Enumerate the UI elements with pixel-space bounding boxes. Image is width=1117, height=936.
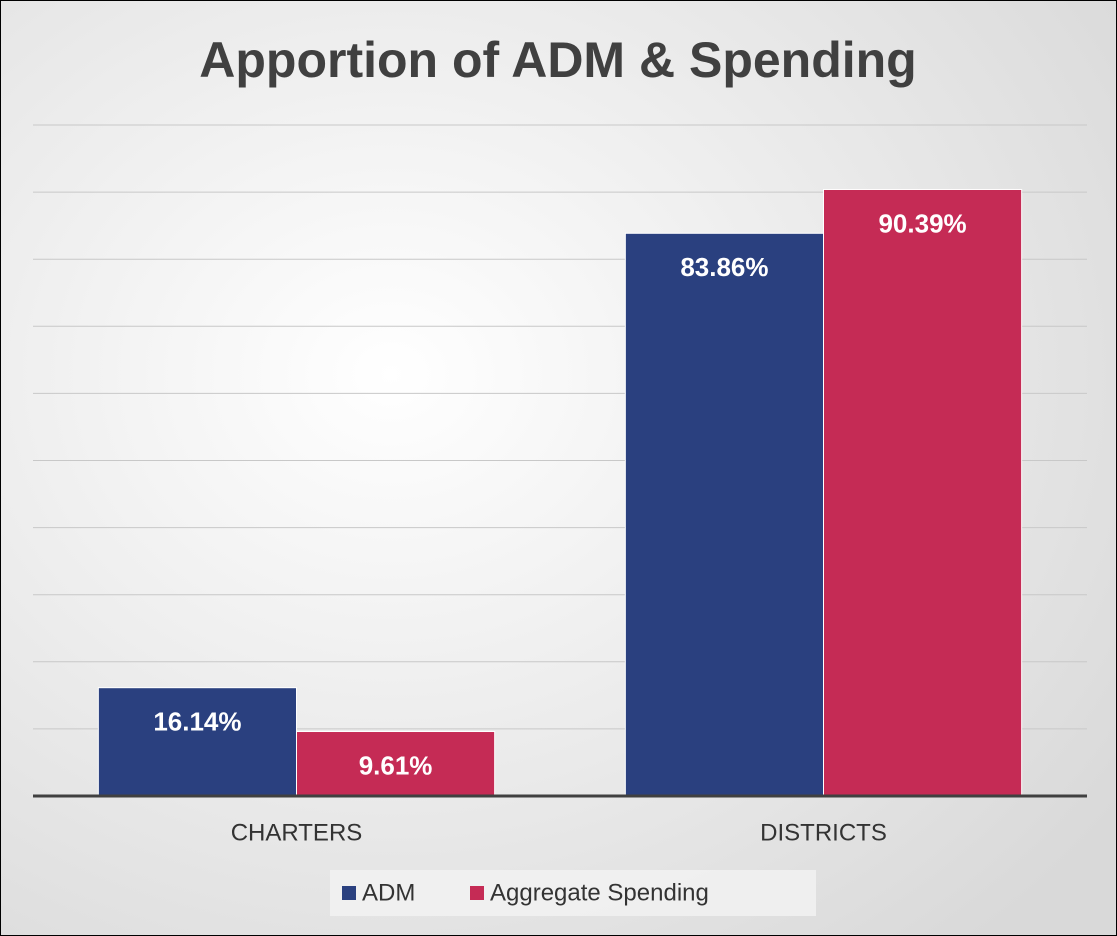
legend-swatch: [342, 886, 356, 900]
legend-label: ADM: [362, 879, 415, 906]
bar: [823, 188, 1023, 797]
legend-swatch: [470, 886, 484, 900]
legend-label: Aggregate Spending: [490, 879, 709, 906]
x-tick-label: CHARTERS: [231, 819, 363, 846]
bar: [624, 232, 825, 797]
bar: [296, 731, 496, 797]
legend-box: [330, 870, 816, 916]
data-label: 83.86%: [680, 252, 768, 282]
data-label: 9.61%: [359, 750, 433, 780]
data-label: 16.14%: [153, 707, 241, 737]
data-label: 90.39%: [878, 208, 966, 238]
chart-title: Apportion of ADM & Spending: [199, 32, 916, 88]
bar: [97, 687, 297, 797]
x-tick-label: DISTRICTS: [760, 819, 887, 846]
